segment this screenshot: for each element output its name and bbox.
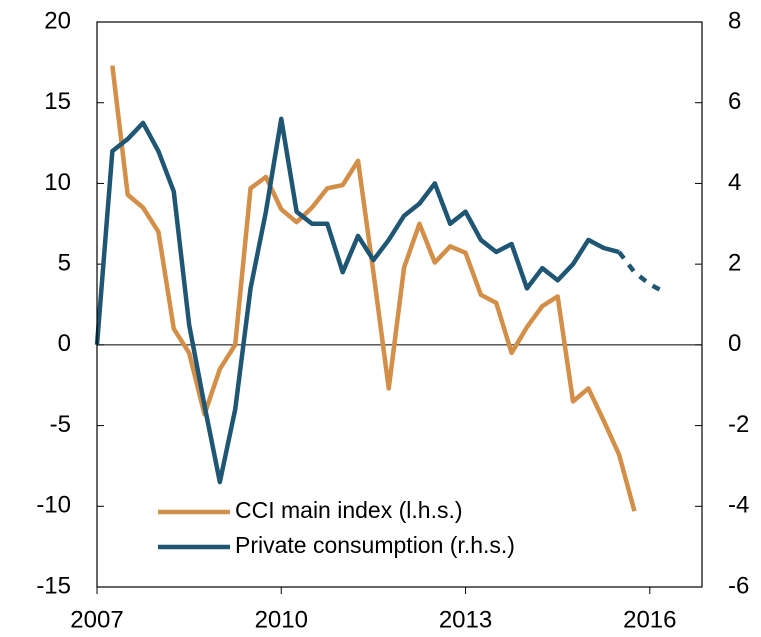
legend-label: Private consumption (r.h.s.)	[235, 532, 515, 558]
y2-tick-label: -4	[728, 492, 749, 519]
y2-tick-label: 6	[728, 88, 741, 115]
plot-frame	[96, 21, 703, 588]
legend: CCI main index (l.h.s.) Private consumpti…	[158, 497, 515, 558]
series-line	[110, 65, 637, 512]
y2-tick-label: 4	[728, 169, 741, 196]
y2-tick-label: 2	[728, 249, 741, 276]
y2-tick-label: 8	[728, 7, 741, 34]
x-tick-label: 2013	[439, 606, 492, 633]
x-tick-label: 2016	[623, 606, 676, 633]
y2-tick-label: -2	[728, 411, 749, 438]
y-tick-label: -5	[50, 411, 71, 438]
y-tick-label: 20	[44, 7, 71, 34]
y-tick-label: 5	[58, 249, 71, 276]
x-tick-label: 2007	[70, 606, 123, 633]
x-tick-label: 2010	[255, 606, 308, 633]
y-tick-label: 15	[44, 88, 71, 115]
series-line	[617, 250, 667, 295]
y2-tick-label: 0	[728, 330, 741, 357]
y-tick-label: 0	[58, 330, 71, 357]
legend-label: CCI main index (l.h.s.)	[235, 497, 463, 523]
y-tick-label: -15	[36, 572, 71, 599]
y2-tick-label: -6	[728, 572, 749, 599]
y-tick-label: 10	[44, 169, 71, 196]
series-line	[94, 116, 620, 485]
y-tick-label: -10	[36, 492, 71, 519]
